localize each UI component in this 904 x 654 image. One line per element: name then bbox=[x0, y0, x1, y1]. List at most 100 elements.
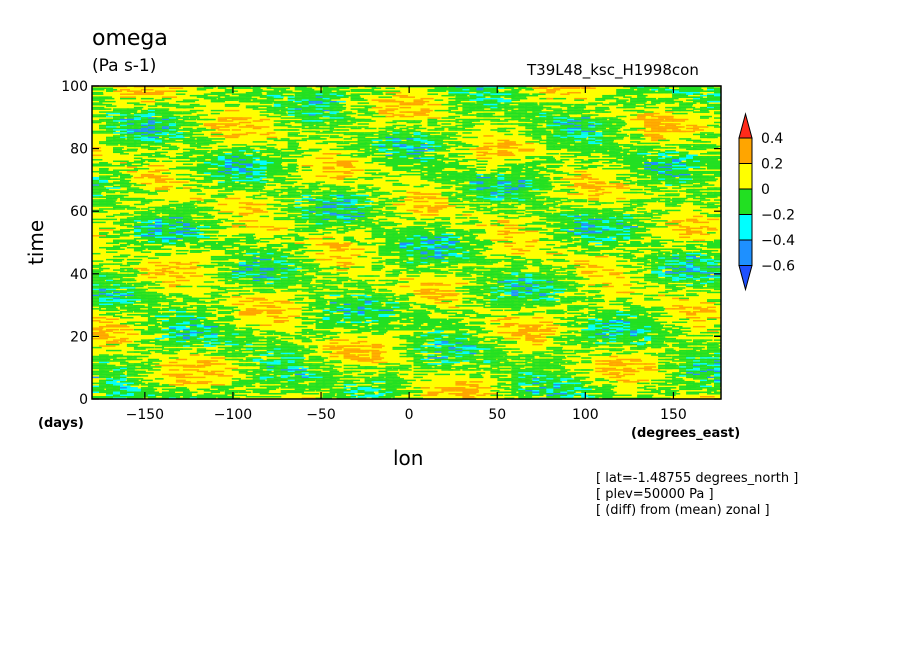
heatmap-cell bbox=[147, 124, 158, 127]
heatmap-cell bbox=[203, 206, 215, 209]
heatmap-cell bbox=[147, 127, 162, 130]
heatmap-cell bbox=[658, 176, 671, 179]
heatmap-cell bbox=[413, 135, 424, 137]
heatmap-cell bbox=[462, 190, 472, 192]
heatmap-cell bbox=[658, 258, 675, 261]
heatmap-cell bbox=[224, 169, 235, 171]
heatmap-cell bbox=[469, 220, 479, 222]
heatmap-cell bbox=[168, 87, 184, 89]
heatmap-cell bbox=[106, 215, 115, 218]
heatmap-cell bbox=[245, 258, 258, 261]
heatmap-cell bbox=[427, 147, 436, 149]
heatmap-cell bbox=[504, 108, 514, 110]
heatmap-cell bbox=[378, 96, 392, 98]
heatmap-cell bbox=[140, 141, 155, 143]
heatmap-cell bbox=[203, 123, 217, 125]
heatmap-cell bbox=[245, 156, 257, 158]
heatmap-cell bbox=[714, 94, 721, 97]
heatmap-cell bbox=[553, 172, 570, 174]
heatmap-cell bbox=[434, 148, 446, 151]
heatmap-cell bbox=[658, 130, 672, 133]
heatmap-cell bbox=[497, 165, 511, 167]
heatmap-cell bbox=[490, 206, 501, 209]
heatmap-cell bbox=[497, 220, 510, 222]
heatmap-cell bbox=[280, 173, 292, 176]
heatmap-cell bbox=[406, 236, 423, 239]
heatmap-cell bbox=[658, 266, 672, 268]
heatmap-cell bbox=[413, 263, 423, 265]
heatmap-cell bbox=[693, 257, 702, 259]
heatmap-cell bbox=[539, 182, 552, 185]
heatmap-cell bbox=[336, 178, 346, 180]
heatmap-cell bbox=[476, 267, 488, 270]
heatmap-cell bbox=[385, 87, 395, 89]
heatmap-cell bbox=[525, 157, 535, 160]
heatmap-cell bbox=[497, 200, 511, 203]
heatmap-cell bbox=[392, 156, 406, 158]
heatmap-cell bbox=[567, 227, 577, 230]
heatmap-cell bbox=[665, 176, 676, 179]
heatmap-cell bbox=[588, 218, 597, 221]
heatmap-cell bbox=[560, 145, 572, 148]
heatmap-cell bbox=[679, 226, 690, 228]
heatmap-cell bbox=[469, 106, 482, 109]
heatmap-cell bbox=[518, 229, 527, 231]
heatmap-cell bbox=[546, 147, 556, 149]
heatmap-cell bbox=[126, 109, 138, 112]
heatmap-cell bbox=[672, 202, 684, 204]
heatmap-cell bbox=[357, 176, 373, 179]
heatmap-cell bbox=[266, 163, 281, 165]
heatmap-cell bbox=[196, 230, 206, 233]
heatmap-cell bbox=[252, 185, 264, 188]
heatmap-cell bbox=[99, 169, 109, 171]
heatmap-cell bbox=[413, 239, 424, 242]
heatmap-cell bbox=[714, 260, 721, 262]
heatmap-cell bbox=[392, 246, 406, 249]
heatmap-cell bbox=[385, 93, 396, 95]
heatmap-cell bbox=[364, 243, 376, 246]
heatmap-cell bbox=[602, 117, 613, 119]
heatmap-cell bbox=[574, 97, 587, 100]
heatmap-cell bbox=[616, 102, 626, 104]
heatmap-cell bbox=[378, 218, 388, 221]
heatmap-cell bbox=[665, 111, 674, 113]
heatmap-cell bbox=[714, 205, 721, 207]
heatmap-cell bbox=[175, 245, 186, 247]
heatmap-cell bbox=[245, 157, 258, 160]
heatmap-cell bbox=[364, 135, 374, 137]
heatmap-cell bbox=[161, 144, 171, 146]
heatmap-cell bbox=[455, 194, 466, 197]
heatmap-cell bbox=[714, 108, 721, 110]
heatmap-cell bbox=[224, 197, 241, 200]
heatmap-cell bbox=[413, 211, 423, 213]
heatmap-cell bbox=[113, 196, 124, 198]
heatmap-cell bbox=[413, 159, 426, 161]
heatmap-cell bbox=[203, 169, 216, 171]
heatmap-cell bbox=[651, 118, 664, 121]
heatmap-cell bbox=[385, 263, 396, 265]
heatmap-cell bbox=[168, 215, 182, 218]
heatmap-cell bbox=[133, 249, 143, 252]
heatmap-cell bbox=[707, 166, 721, 168]
heatmap-cell bbox=[630, 241, 641, 243]
heatmap-cell bbox=[553, 224, 565, 227]
heatmap-cell bbox=[546, 203, 558, 206]
heatmap-cell bbox=[120, 139, 130, 142]
heatmap-cell bbox=[238, 162, 248, 164]
heatmap-cell bbox=[168, 90, 180, 92]
heatmap-cell bbox=[154, 226, 168, 228]
heatmap-cell bbox=[420, 252, 430, 255]
heatmap-cell bbox=[448, 87, 465, 89]
heatmap-cell bbox=[630, 251, 645, 253]
heatmap-cell bbox=[231, 178, 242, 180]
heatmap-cell bbox=[413, 257, 423, 259]
heatmap-cell bbox=[329, 109, 343, 112]
heatmap-cell bbox=[287, 106, 299, 109]
heatmap-cell bbox=[371, 209, 382, 212]
heatmap-cell bbox=[92, 108, 106, 110]
heatmap-cell bbox=[714, 90, 721, 92]
heatmap-cell bbox=[231, 175, 241, 177]
heatmap-cell bbox=[525, 199, 537, 201]
heatmap-cell bbox=[203, 178, 214, 180]
heatmap-cell bbox=[343, 123, 353, 125]
